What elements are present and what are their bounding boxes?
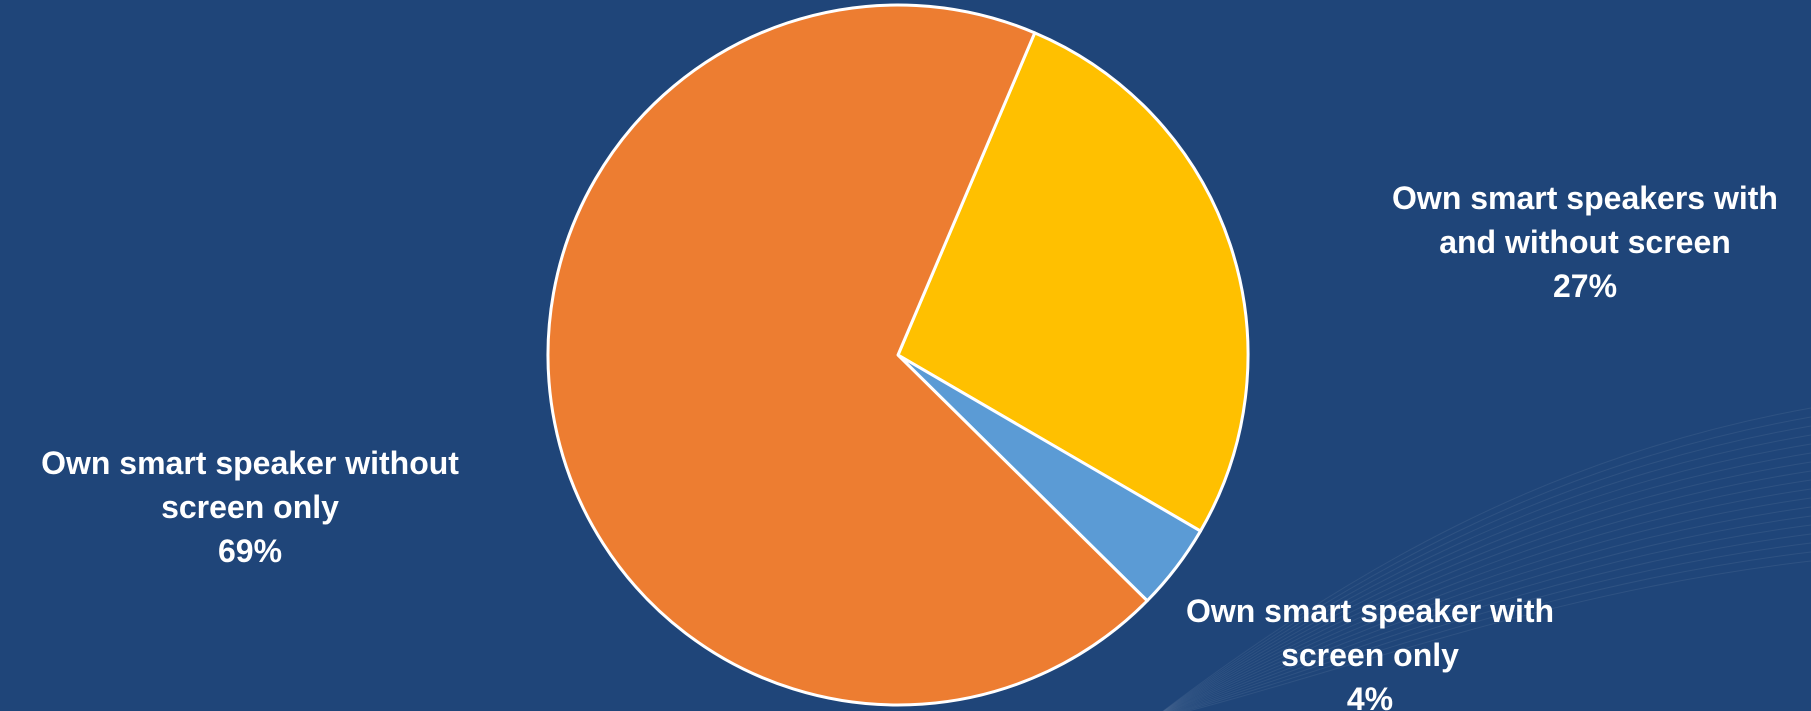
slice-label-line: Own smart speakers with: [1392, 180, 1778, 216]
slice-label-line: screen only: [161, 489, 339, 525]
pie-slices: [546, 3, 1250, 707]
wave-line: [1162, 407, 1811, 711]
wave-line: [1165, 452, 1811, 711]
slice-label-line: Own smart speaker with: [1185, 593, 1555, 629]
slice-value-label: 4%: [1346, 681, 1394, 711]
decorative-wave-lines: [1162, 407, 1811, 711]
pie-slice-0: [896, 31, 1250, 533]
slice-value-label: 27%: [1552, 268, 1618, 304]
wave-line: [1166, 461, 1811, 711]
wave-line: [1177, 533, 1811, 711]
pie-slice-2: [546, 3, 1149, 707]
wave-line: [1168, 479, 1811, 711]
wave-line: [1173, 515, 1811, 711]
wave-line: [1164, 434, 1811, 711]
slice-label-with-screen-only: Own smart speaker with screen only 4%: [1155, 589, 1585, 711]
wave-line: [1170, 497, 1811, 711]
wave-line: [1163, 425, 1811, 711]
wave-line: [1164, 443, 1811, 711]
wave-line: [1162, 416, 1811, 711]
slice-label-line: Own smart speaker without: [41, 445, 459, 481]
slice-value-label: 69%: [217, 533, 283, 569]
slice-label-with-and-without-screen: Own smart speakers with and without scre…: [1355, 176, 1811, 308]
wave-line: [1167, 470, 1811, 711]
slice-label-without-screen-only: Own smart speaker without screen only 69…: [2, 441, 498, 573]
wave-line: [1182, 551, 1811, 711]
wave-line: [1171, 506, 1811, 711]
wave-line: [1175, 524, 1811, 711]
wave-line: [1169, 488, 1811, 711]
slice-label-line: and without screen: [1439, 224, 1731, 260]
slice-label-line: screen only: [1281, 637, 1459, 673]
wave-line: [1180, 542, 1811, 711]
wave-line: [1186, 560, 1811, 711]
